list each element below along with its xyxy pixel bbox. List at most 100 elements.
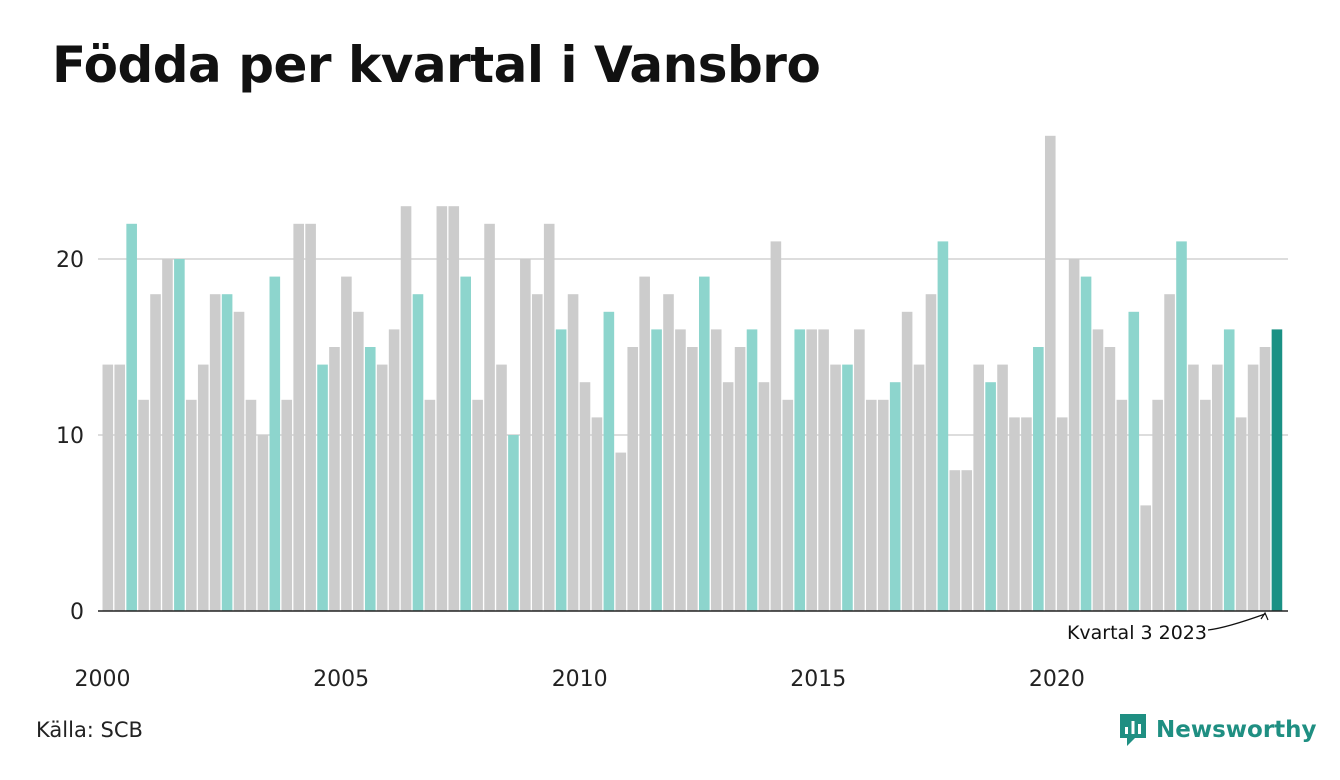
bar	[364, 347, 376, 611]
annotation-arrow	[1207, 613, 1266, 631]
bar	[1056, 417, 1068, 611]
bar	[889, 382, 901, 611]
bar	[746, 329, 758, 611]
bar	[1271, 329, 1283, 611]
bar	[579, 382, 591, 611]
bar	[794, 329, 806, 611]
bar	[818, 329, 829, 611]
bar	[138, 399, 149, 611]
bar	[1235, 417, 1247, 611]
bar	[543, 223, 555, 612]
bar	[412, 294, 424, 611]
bar	[710, 329, 722, 611]
y-tick-label: 10	[56, 424, 84, 449]
bar	[162, 259, 173, 611]
x-tick-label: 2000	[75, 667, 131, 692]
bar	[460, 276, 471, 611]
bar	[925, 294, 937, 611]
annotation-label: Kvartal 3 2023	[1067, 622, 1207, 644]
bar	[102, 364, 114, 611]
bar	[722, 382, 734, 611]
x-tick-label: 2005	[313, 667, 369, 692]
bar	[639, 276, 650, 611]
bar	[1009, 417, 1020, 611]
bar	[627, 347, 639, 611]
bar	[209, 294, 221, 611]
bar	[126, 223, 137, 612]
bar	[186, 399, 197, 611]
bar	[508, 435, 519, 611]
bar	[400, 206, 412, 611]
bar	[1092, 329, 1104, 611]
bar	[961, 470, 973, 611]
bar	[436, 206, 448, 611]
bar	[973, 364, 984, 611]
bar	[424, 399, 436, 611]
bar	[257, 435, 269, 611]
bar	[1247, 364, 1259, 611]
bar	[329, 347, 340, 611]
bar	[1033, 347, 1044, 611]
bar	[591, 417, 603, 611]
annotation: Kvartal 3 2023	[1067, 611, 1269, 644]
bars	[102, 135, 1283, 612]
bar	[842, 364, 853, 611]
bar	[1140, 505, 1152, 611]
x-tick-label: 2020	[1029, 667, 1085, 692]
bar	[388, 329, 400, 611]
bar	[937, 241, 949, 611]
annotation-arrowhead	[1260, 611, 1269, 621]
bar	[531, 294, 543, 611]
bar	[520, 259, 531, 611]
y-tick-label: 20	[56, 248, 84, 273]
bar	[221, 294, 233, 611]
bar	[1164, 294, 1175, 611]
bar	[472, 399, 483, 611]
bar	[1068, 259, 1080, 611]
bar	[305, 223, 316, 612]
bar	[1116, 399, 1128, 611]
bar	[496, 364, 507, 611]
bar	[555, 329, 567, 611]
bar	[1176, 241, 1187, 611]
axes: 0 10 20 2000 2005 2010 2015 2020	[56, 248, 1288, 692]
bar	[1104, 347, 1116, 611]
bar	[293, 223, 304, 612]
bar	[854, 329, 865, 611]
bar	[197, 364, 209, 611]
x-tick-label: 2010	[552, 667, 608, 692]
bar	[949, 470, 961, 611]
bar	[567, 294, 579, 611]
bar	[1128, 311, 1140, 611]
bar	[1080, 276, 1092, 611]
bar	[281, 399, 293, 611]
y-tick-label: 0	[70, 600, 84, 625]
bar	[1021, 417, 1032, 611]
newsworthy-logo-icon	[1120, 714, 1146, 746]
bar	[651, 329, 662, 611]
bar	[758, 382, 770, 611]
bar	[1211, 364, 1223, 611]
bar	[985, 382, 996, 611]
bar	[269, 276, 281, 611]
bar	[353, 311, 364, 611]
bar	[806, 329, 817, 611]
bar	[687, 347, 698, 611]
bar	[150, 294, 161, 611]
bar	[1044, 135, 1056, 612]
source-note: Källa: SCB	[36, 718, 143, 742]
bar	[770, 241, 782, 611]
bar	[663, 294, 674, 611]
bar	[913, 364, 925, 611]
bar	[830, 364, 841, 611]
bar	[174, 259, 185, 611]
bar	[317, 364, 328, 611]
bar	[1223, 329, 1235, 611]
bar	[615, 452, 627, 611]
bar	[341, 276, 352, 611]
bar	[877, 399, 889, 611]
bar	[1188, 364, 1199, 611]
bar	[997, 364, 1008, 611]
bar	[1259, 347, 1271, 611]
